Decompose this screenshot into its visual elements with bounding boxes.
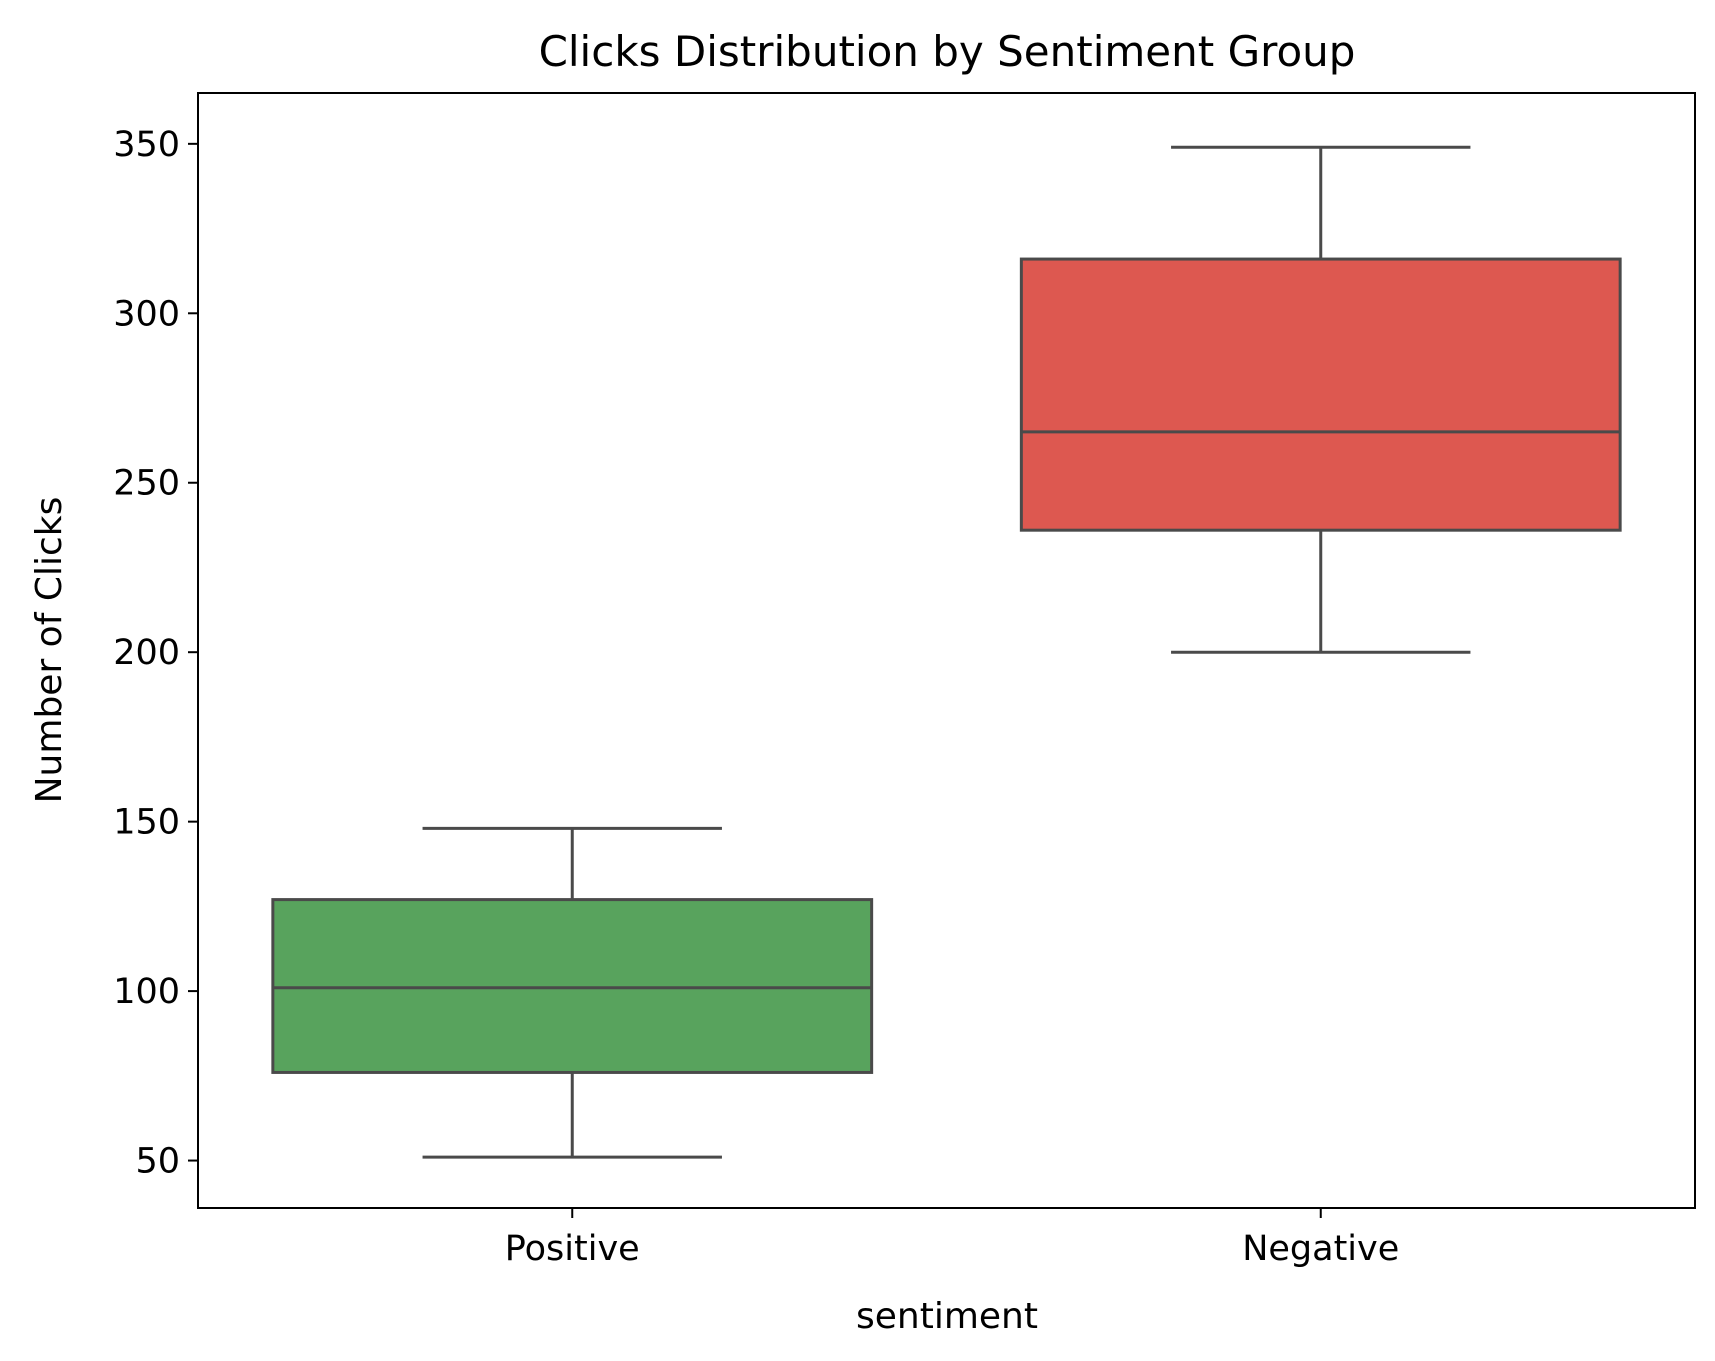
boxes-layer (271, 145, 1622, 1159)
chart-title: Clicks Distribution by Sentiment Group (539, 27, 1356, 76)
y-tick-label: 100 (113, 972, 180, 1012)
y-axis-ticks: 50 100 150 200 250 300 350 (113, 125, 198, 1182)
y-tick-label: 350 (113, 125, 180, 165)
x-axis-ticks: Positive Negative (505, 1208, 1399, 1269)
y-axis-label: Number of Clicks (29, 497, 70, 804)
y-tick-label: 300 (113, 294, 180, 334)
x-tick-label: Positive (505, 1229, 640, 1269)
y-tick-label: 50 (135, 1142, 180, 1182)
iqr-box (1019, 257, 1622, 532)
y-tick-label: 150 (113, 803, 180, 843)
y-tick-label: 250 (113, 464, 180, 504)
x-axis-label: sentiment (856, 1296, 1038, 1337)
plot-area-frame (197, 92, 1696, 1209)
x-tick-label: Negative (1242, 1229, 1399, 1269)
iqr-box (271, 898, 874, 1074)
box-group-negative (1019, 145, 1622, 654)
box-group-positive (271, 826, 874, 1159)
y-tick-label: 200 (113, 633, 180, 673)
